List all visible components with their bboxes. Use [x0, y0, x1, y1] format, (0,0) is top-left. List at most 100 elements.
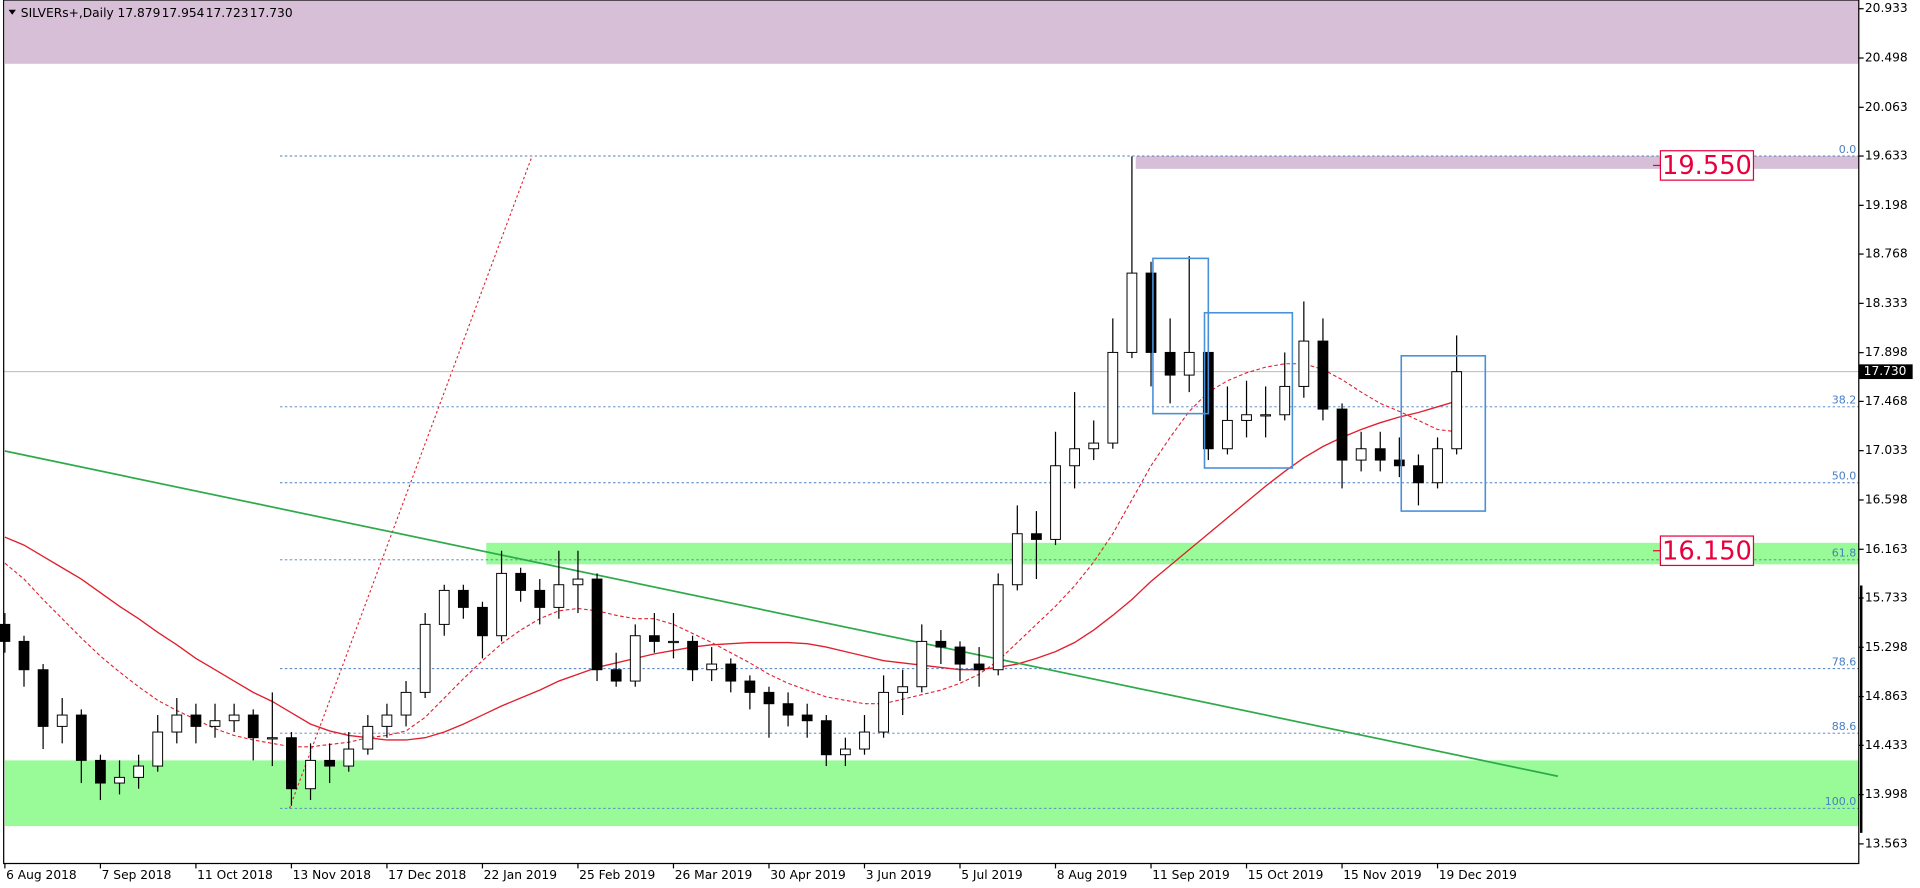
candle-body	[648, 635, 660, 642]
moving-average	[4, 363, 1457, 748]
y-tick-label: 19.633	[1865, 149, 1908, 163]
candle-body	[228, 714, 240, 722]
header-close: 17.730	[250, 6, 293, 20]
candle-body	[1107, 351, 1119, 444]
candle-body	[897, 686, 909, 693]
candle-body	[744, 680, 756, 693]
y-tick-label: 17.033	[1865, 443, 1908, 457]
zone	[4, 0, 1859, 64]
y-tick-label: 14.863	[1865, 689, 1908, 703]
candle-body	[1393, 459, 1405, 467]
candle-body	[1241, 414, 1252, 421]
candle-body	[1145, 272, 1157, 353]
y-tick-label: 19.198	[1865, 198, 1908, 212]
candle-body	[515, 572, 527, 591]
candle-body	[1088, 442, 1100, 450]
candle-body	[610, 669, 622, 682]
candle-body	[477, 606, 488, 637]
highlight-box	[1203, 311, 1294, 469]
candle-body	[381, 714, 393, 727]
candle-body	[553, 584, 565, 608]
price-label-box	[1659, 150, 1755, 181]
candle-body	[629, 635, 641, 682]
candle-body	[286, 737, 297, 790]
y-tick-label: 15.733	[1865, 590, 1908, 604]
candle-body	[1222, 419, 1233, 450]
fib-label: 100.0	[1825, 795, 1857, 808]
current-price-marker	[1858, 364, 1913, 380]
x-tick-label: 17 Dec 2018	[388, 868, 466, 882]
zone	[4, 760, 1859, 827]
candle-body	[916, 640, 928, 688]
fib-label: 50.0	[1832, 470, 1857, 483]
candle-body	[954, 646, 966, 665]
y-tick-label: 14.433	[1865, 738, 1908, 752]
y-tick-label: 17.898	[1865, 345, 1908, 359]
y-tick-label: 13.563	[1865, 836, 1908, 850]
candle-body	[1355, 448, 1367, 461]
fib-anchor	[289, 155, 533, 809]
y-tick-label: 20.933	[1865, 1, 1908, 15]
x-tick-label: 5 Jul 2019	[961, 868, 1022, 882]
x-tick-label: 19 Dec 2019	[1439, 868, 1517, 882]
x-tick-label: 22 Jan 2019	[484, 868, 557, 882]
zone	[486, 542, 1859, 565]
candle-body	[801, 714, 813, 722]
candle-body	[1374, 448, 1386, 461]
candle-body	[763, 691, 775, 705]
y-tick-label: 20.063	[1865, 100, 1908, 114]
candle-body	[687, 640, 698, 671]
y-tick-label: 18.768	[1865, 247, 1908, 261]
y-tick-label: 16.163	[1865, 542, 1908, 556]
price-label-box	[1659, 535, 1755, 567]
price-label: 16.150	[1662, 536, 1752, 566]
x-tick-label: 8 Aug 2019	[1057, 868, 1128, 882]
candle-body	[1050, 465, 1061, 540]
fib-label: 0.0	[1839, 143, 1857, 156]
header: SILVERs+,Daily 17.879 17.954 17.723 17.7…	[8, 6, 293, 20]
candle-body	[419, 623, 431, 693]
candle-body	[0, 623, 11, 642]
candle-body	[1183, 351, 1195, 376]
fib-label: 61.8	[1832, 547, 1857, 560]
candle-body	[37, 669, 49, 727]
x-tick-label: 30 Apr 2019	[770, 868, 846, 882]
candle-body	[1279, 385, 1291, 416]
candle-body	[305, 759, 316, 790]
candle-body	[362, 725, 374, 750]
moving-average	[4, 400, 1457, 741]
candle-body	[152, 731, 164, 767]
candle-body	[706, 663, 718, 671]
candle-body	[878, 691, 889, 733]
x-tick-label: 7 Sep 2018	[102, 868, 172, 882]
candle-body	[400, 691, 412, 716]
candle-body	[1126, 272, 1138, 353]
menu-arrow	[8, 9, 16, 15]
plot-area: 0.0 38.2 50.0 61.8 78.6 88.6 100.0 19.550 16.150	[0, 0, 1859, 827]
x-tick-label: 15 Nov 2019	[1343, 868, 1421, 882]
candle-body	[496, 572, 507, 637]
candle-body	[457, 589, 469, 608]
candle-body	[572, 578, 584, 586]
fib-label: 88.6	[1832, 720, 1857, 733]
candle-body	[782, 703, 794, 716]
fib-label: 78.6	[1832, 655, 1857, 668]
header-open: 17.879	[118, 6, 161, 20]
candle-body	[1298, 340, 1310, 387]
y-tick-label: 13.998	[1865, 787, 1908, 801]
candle-body	[343, 748, 355, 767]
candle-body	[324, 759, 336, 767]
candle-body	[1336, 408, 1348, 461]
symbol: SILVERs+,Daily	[21, 6, 114, 20]
trendline	[4, 450, 1559, 778]
y-tick-label: 17.468	[1865, 394, 1908, 408]
candle-body	[973, 663, 985, 671]
candle-body	[1011, 533, 1023, 586]
header-low: 17.723	[206, 6, 249, 20]
candle-body	[438, 589, 450, 625]
candle-body	[133, 765, 144, 778]
candle-body	[1260, 414, 1272, 417]
candle-body	[859, 731, 870, 750]
